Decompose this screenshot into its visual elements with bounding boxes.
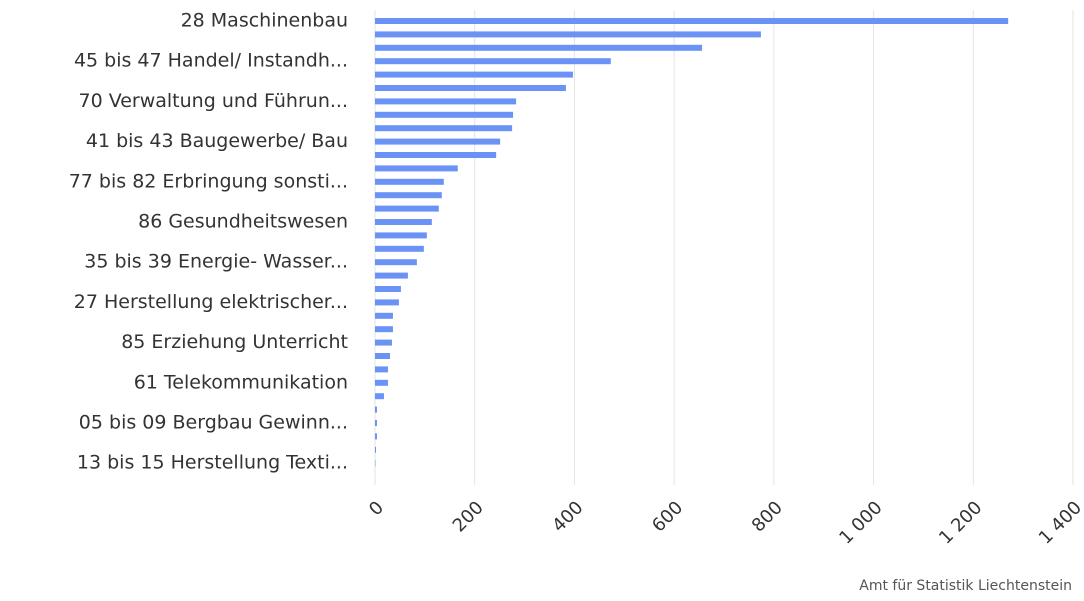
bar	[375, 98, 517, 105]
bar	[375, 219, 432, 225]
x-tick-label: 1 000	[835, 497, 886, 548]
y-tick-label: 77 bis 82 Erbringung sonsti...	[69, 170, 348, 192]
bar	[375, 272, 408, 279]
bar	[375, 339, 392, 346]
bar	[375, 165, 458, 172]
bar	[375, 58, 611, 65]
y-tick-label: 85 Erziehung Unterricht	[121, 331, 348, 353]
bar	[375, 353, 390, 359]
x-tick-label: 200	[449, 497, 488, 536]
bar	[375, 446, 376, 453]
bar	[375, 31, 761, 38]
y-tick-label: 70 Verwaltung und Führun...	[78, 90, 348, 112]
y-tick-label: 28 Maschinenbau	[181, 10, 348, 32]
x-tick-label: 400	[548, 497, 587, 536]
bar	[375, 259, 417, 266]
x-tick-label: 600	[648, 497, 687, 536]
bar	[375, 152, 497, 158]
x-tick-label: 0	[365, 497, 388, 520]
y-tick-label: 45 bis 47 Handel/ Instandh...	[74, 50, 348, 72]
credit: Amt für Statistik Liechtenstein	[859, 578, 1072, 594]
bar	[375, 366, 388, 373]
bar	[375, 44, 703, 51]
bar	[375, 125, 513, 132]
bar	[375, 192, 442, 199]
bar	[375, 286, 401, 292]
bar	[375, 178, 444, 185]
bar	[375, 85, 566, 91]
bar	[375, 420, 377, 426]
y-tick-label: 86 Gesundheitswesen	[138, 211, 348, 233]
bar	[375, 138, 501, 145]
bar	[375, 326, 393, 333]
y-tick-label: 35 bis 39 Energie- Wasser...	[84, 251, 348, 273]
bar	[375, 299, 399, 306]
x-tick-label: 800	[748, 497, 787, 536]
y-tick-label: 27 Herstellung elektrischer...	[74, 291, 348, 313]
y-tick-label: 13 bis 15 Herstellung Texti...	[77, 452, 348, 474]
bar	[375, 71, 573, 78]
y-tick-label: 41 bis 43 Baugewerbe/ Bau	[86, 130, 348, 152]
bar	[375, 111, 514, 118]
x-tick-label: 1 400	[1035, 497, 1084, 548]
x-tick-label: 1 200	[935, 497, 986, 548]
bar	[375, 245, 424, 252]
bar	[375, 205, 439, 212]
bar	[375, 232, 427, 239]
bar	[375, 433, 377, 440]
y-tick-label: 61 Telekommunikation	[134, 371, 348, 393]
bar	[375, 379, 388, 386]
bar	[375, 406, 377, 413]
bar	[375, 393, 384, 400]
y-tick-label: 05 bis 09 Bergbau Gewinn...	[79, 412, 348, 434]
bar	[375, 312, 393, 319]
bar	[375, 18, 1009, 24]
